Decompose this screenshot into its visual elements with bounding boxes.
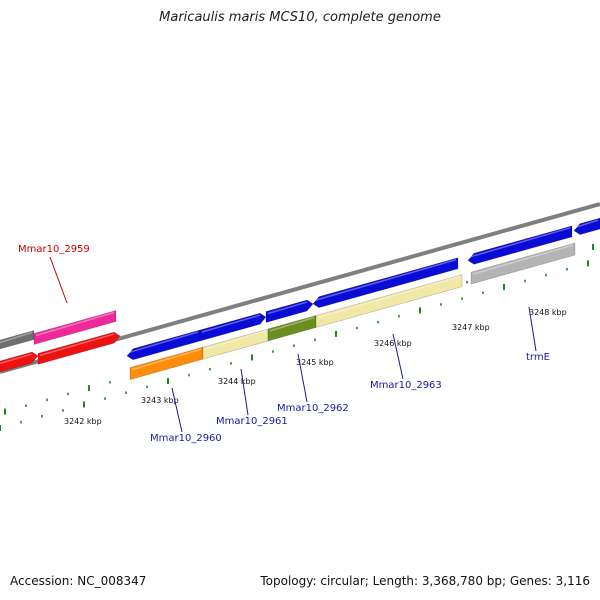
gene-block-blue-highlight xyxy=(267,301,308,315)
gene-block-blue-highlight xyxy=(314,259,457,302)
gene-block-blue-highlight xyxy=(201,314,261,333)
gene-block-mmar10-2963-highlight xyxy=(317,275,461,319)
genome-summary-text: Topology: circular; Length: 3,368,780 bp… xyxy=(260,574,590,588)
gene-label-leader xyxy=(528,306,537,352)
scale-label: 3243 kbp xyxy=(141,396,179,405)
gene-block-blue-highlight xyxy=(575,219,599,228)
gene-block-blue xyxy=(265,299,314,323)
accession-text: Accession: NC_008347 xyxy=(10,574,147,588)
gene-block-blue-highlight xyxy=(128,331,199,354)
gene-block-blue xyxy=(573,217,600,235)
gene-block-trme xyxy=(470,242,576,285)
gene-block-red-left xyxy=(0,351,39,373)
gene-label: Mmar10_2962 xyxy=(277,403,349,414)
gene-block-mmar10-2961-highlight xyxy=(204,330,267,350)
gene-label-leader xyxy=(171,387,183,433)
gene-block-mmar10-2962-highlight xyxy=(269,316,315,332)
scale-label: 3245 kbp xyxy=(296,358,334,367)
gene-label-leader xyxy=(240,368,249,416)
gene-block-blue xyxy=(312,257,459,309)
gene-label: trmE xyxy=(526,352,550,363)
genome-title: Maricaulis maris MCS10, complete genome xyxy=(159,10,441,25)
gene-block-mmar10-2959-highlight xyxy=(35,311,115,337)
gene-label-leader xyxy=(392,333,404,380)
scale-label: 3244 kbp xyxy=(218,377,256,386)
gene-block-mmar10-2960-highlight xyxy=(131,348,202,371)
gene-label: Mmar10_2960 xyxy=(150,433,222,444)
gene-label-leader xyxy=(49,256,68,304)
scale-label: 3242 kbp xyxy=(64,417,102,426)
scale-label: 3246 kbp xyxy=(374,339,412,348)
gene-block-red-right-highlight xyxy=(39,333,115,357)
gene-block-mmar10-2963 xyxy=(315,274,463,328)
gene-block-blue xyxy=(467,225,573,265)
scale-label: 3247 kbp xyxy=(452,323,490,332)
gene-label: Mmar10_2959 xyxy=(18,244,90,255)
gene-block-trme-highlight xyxy=(472,244,574,275)
gene-block-mmar10-2959 xyxy=(33,310,117,345)
gene-label-leader xyxy=(297,353,308,403)
gene-block-blue xyxy=(199,312,267,342)
gene-block-blue-highlight xyxy=(469,227,571,258)
scale-label: 3248 kbp xyxy=(529,308,567,317)
gene-block-red-right xyxy=(37,331,121,365)
gene-label: Mmar10_2963 xyxy=(370,380,442,391)
gene-block-red-left-highlight xyxy=(0,353,33,365)
gene-block-gray-highlight xyxy=(0,331,33,344)
gene-label: Mmar10_2961 xyxy=(216,416,288,427)
